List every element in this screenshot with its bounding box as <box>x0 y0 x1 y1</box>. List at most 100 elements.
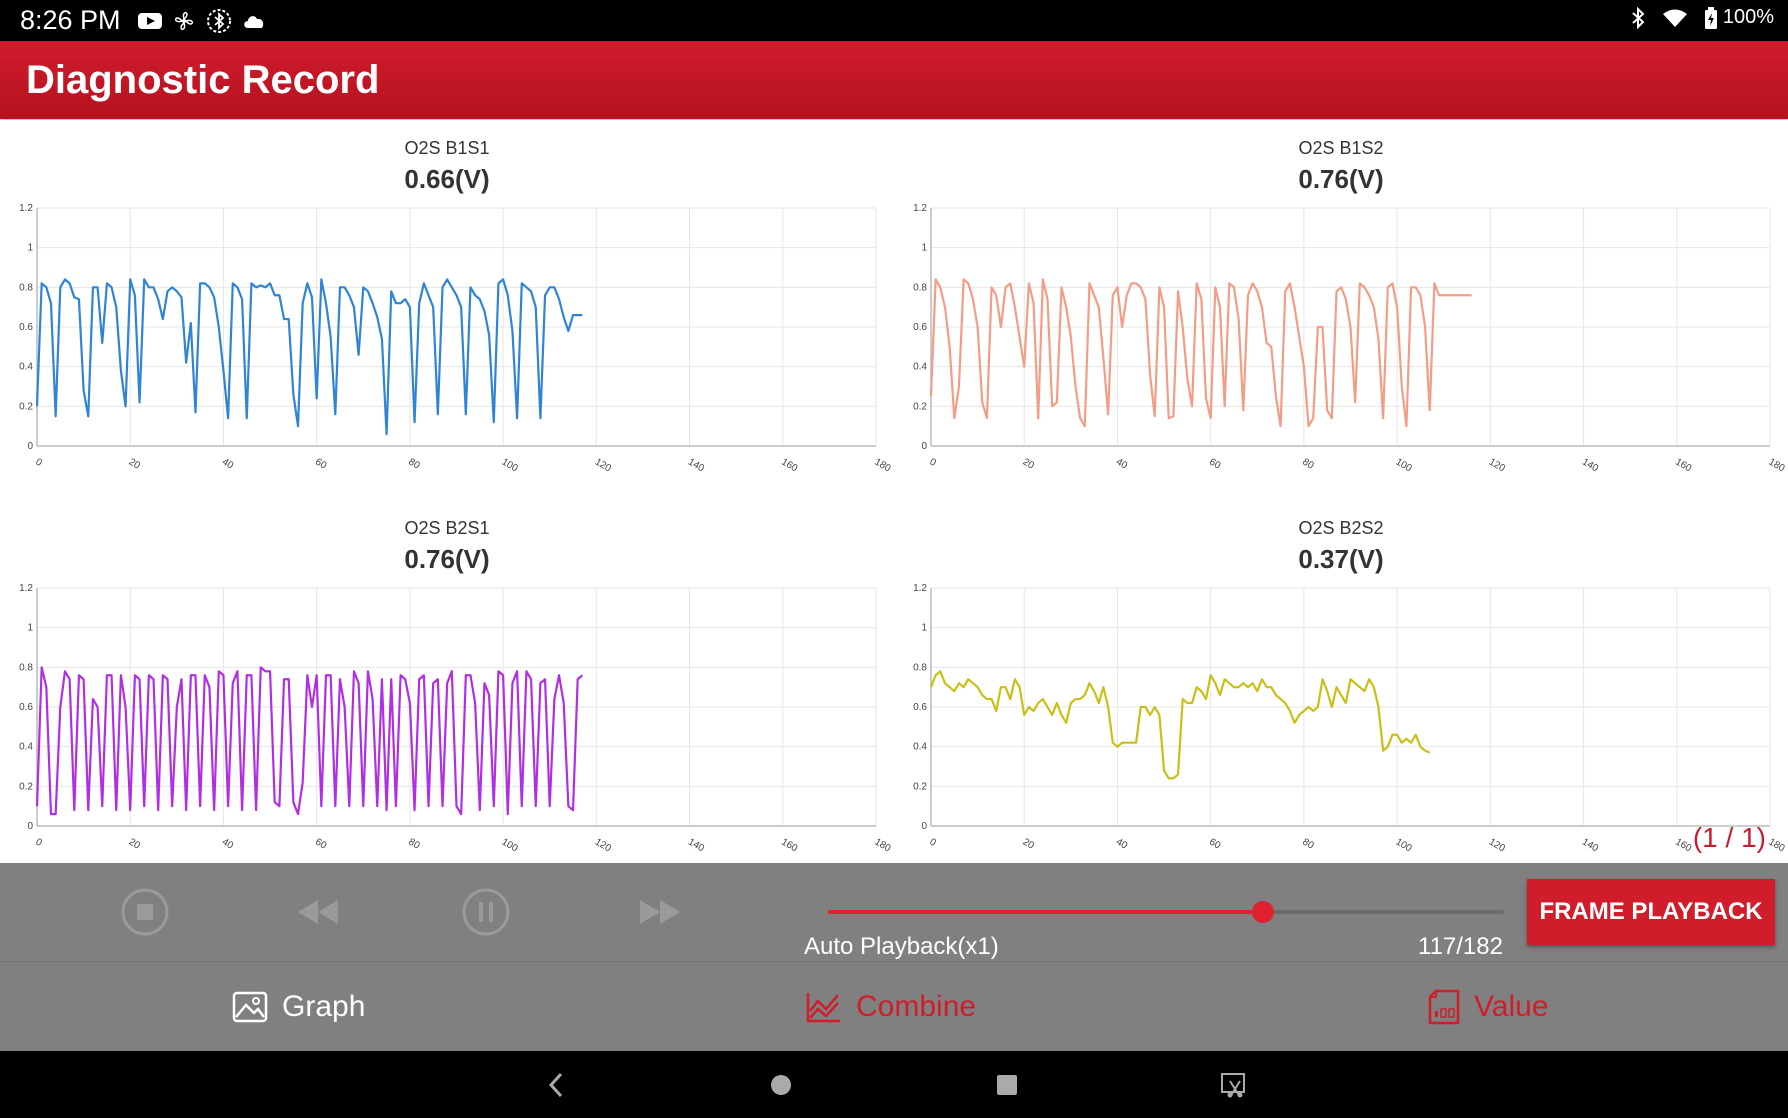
chart-label: O2S B2S1 <box>404 518 490 538</box>
page-title: Diagnostic Record <box>26 58 380 102</box>
chart-value: 0.37(V) <box>1298 544 1384 574</box>
chart-value: 0.76(V) <box>1298 164 1384 194</box>
bluetooth-badge-icon <box>207 9 231 33</box>
x-tick-label: 160 <box>779 457 799 475</box>
wifi-icon <box>1662 9 1687 27</box>
slider-thumb[interactable] <box>1251 901 1274 923</box>
system-nav-bar <box>0 1051 1788 1118</box>
x-tick-label: 40 <box>1114 457 1130 472</box>
home-icon <box>771 1075 791 1095</box>
rewind-button[interactable] <box>292 887 344 937</box>
pause-button[interactable] <box>461 887 511 937</box>
chart-label: O2S B2S2 <box>1298 518 1384 538</box>
x-tick-label: 60 <box>1207 457 1223 472</box>
cloud-icon <box>244 16 264 28</box>
line-chart-b2s2: 0 20 40 60 80 100 120 140 160 180 0 0.2 0.4 0.6 0.8 1 1.… <box>913 583 1787 855</box>
y-tick-label: 1 <box>921 243 927 254</box>
series-line <box>35 278 583 436</box>
status-time: 8:26 PM <box>20 5 121 35</box>
x-tick-label: 120 <box>1487 457 1507 475</box>
x-tick-label: 160 <box>1673 837 1693 855</box>
view-tabs: Graph Combine Value <box>0 961 1788 1051</box>
x-tick-label: 0 <box>928 837 939 850</box>
x-tick-label: 100 <box>500 457 520 475</box>
x-tick-label: 120 <box>1487 837 1507 855</box>
chart-value: 0.66(V) <box>404 164 490 194</box>
y-tick-label: 1 <box>27 243 33 254</box>
chart-label: O2S B1S1 <box>404 138 490 158</box>
x-tick-label: 180 <box>873 457 893 475</box>
tab-graph-label: Graph <box>282 990 366 1023</box>
y-tick-label: 1 <box>921 623 927 634</box>
y-tick-label: 0.8 <box>19 662 33 673</box>
y-tick-label: 0.4 <box>913 742 927 753</box>
tab-graph[interactable]: Graph <box>232 962 365 1052</box>
x-tick-label: 20 <box>127 837 143 852</box>
x-tick-label: 80 <box>406 837 422 852</box>
pause-icon <box>462 888 510 936</box>
x-tick-label: 60 <box>313 457 329 472</box>
x-tick-label: 100 <box>500 837 520 855</box>
chart-panel-b2s2[interactable]: O2S B2S2 0.37(V) 0 20 40 60 80 100 120 140 160 18… <box>894 500 1788 880</box>
playback-speed-label[interactable]: Auto Playback(x1) <box>804 933 999 960</box>
tab-combine-label: Combine <box>856 990 977 1023</box>
line-chart-b1s1: 0 20 40 60 80 100 120 140 160 180 0 0.2 0.4 0.6 0.8 1 1.… <box>19 203 893 475</box>
x-tick-label: 180 <box>1767 457 1787 475</box>
x-tick-label: 0 <box>34 457 45 470</box>
combine-chart-icon <box>806 993 840 1023</box>
x-tick-label: 160 <box>1673 457 1693 475</box>
frame-counter: 117/182 <box>1418 933 1503 960</box>
chart-panel-b1s2[interactable]: O2S B1S2 0.76(V) 0 20 40 60 80 100 120 140 160 18… <box>894 120 1788 500</box>
tab-combine[interactable]: Combine <box>806 962 976 1052</box>
tab-value[interactable]: Value <box>1428 962 1549 1052</box>
chart-panel-b2s1[interactable]: O2S B2S1 0.76(V) 0 20 40 60 80 100 120 140 160 18… <box>0 500 894 880</box>
x-tick-label: 0 <box>928 457 939 470</box>
chart-label: O2S B1S2 <box>1298 138 1384 158</box>
x-tick-label: 80 <box>406 457 422 472</box>
y-tick-label: 1.2 <box>19 203 33 214</box>
y-tick-label: 0.6 <box>913 322 927 333</box>
screenshot-icon <box>1221 1073 1245 1098</box>
y-tick-label: 0.8 <box>913 282 927 293</box>
value-list-icon <box>1428 989 1460 1025</box>
bluetooth-icon <box>1632 6 1645 29</box>
series-line <box>929 278 1472 428</box>
playback-slider[interactable] <box>828 901 1504 923</box>
x-tick-label: 60 <box>313 837 329 852</box>
y-tick-label: 0.4 <box>913 362 927 373</box>
chart-panel-b1s1[interactable]: O2S B1S1 0.66(V) 0 20 40 60 80 100 120 140 160 18… <box>0 120 894 500</box>
chart-value: 0.76(V) <box>404 544 490 574</box>
x-tick-label: 100 <box>1394 457 1414 475</box>
home-button[interactable] <box>761 1065 801 1105</box>
y-tick-label: 0.2 <box>19 781 33 792</box>
y-tick-label: 0 <box>921 821 927 832</box>
rewind-icon <box>298 900 338 924</box>
fan-icon <box>174 11 194 31</box>
x-tick-label: 80 <box>1300 837 1316 852</box>
recents-icon <box>997 1075 1017 1095</box>
y-tick-label: 1.2 <box>913 203 927 214</box>
fast-forward-icon <box>640 900 680 924</box>
x-tick-label: 100 <box>1394 837 1414 855</box>
y-tick-label: 0.6 <box>19 322 33 333</box>
y-tick-label: 1 <box>27 623 33 634</box>
back-button[interactable] <box>536 1065 576 1105</box>
page-indicator: (1 / 1) <box>1692 822 1766 853</box>
x-tick-label: 140 <box>686 457 706 475</box>
x-tick-label: 140 <box>1580 457 1600 475</box>
x-tick-label: 40 <box>220 837 236 852</box>
screenshot-button[interactable] <box>1214 1065 1254 1105</box>
playback-controls: Auto Playback(x1) 117/182 FRAME PLAYBACK <box>0 863 1788 961</box>
stop-icon <box>121 888 169 936</box>
recents-button[interactable] <box>987 1065 1027 1105</box>
charts-area: O2S B1S1 0.66(V) 0 20 40 60 80 100 120 140 160 18… <box>0 120 1788 863</box>
stop-button[interactable] <box>120 887 170 937</box>
series-line <box>929 670 1431 780</box>
x-tick-label: 120 <box>593 457 613 475</box>
x-tick-label: 140 <box>686 837 706 855</box>
frame-playback-button[interactable]: FRAME PLAYBACK <box>1527 879 1775 945</box>
x-tick-label: 60 <box>1207 837 1223 852</box>
slider-fill <box>828 910 1263 914</box>
fast-forward-button[interactable] <box>634 887 686 937</box>
x-tick-label: 180 <box>1767 837 1787 855</box>
